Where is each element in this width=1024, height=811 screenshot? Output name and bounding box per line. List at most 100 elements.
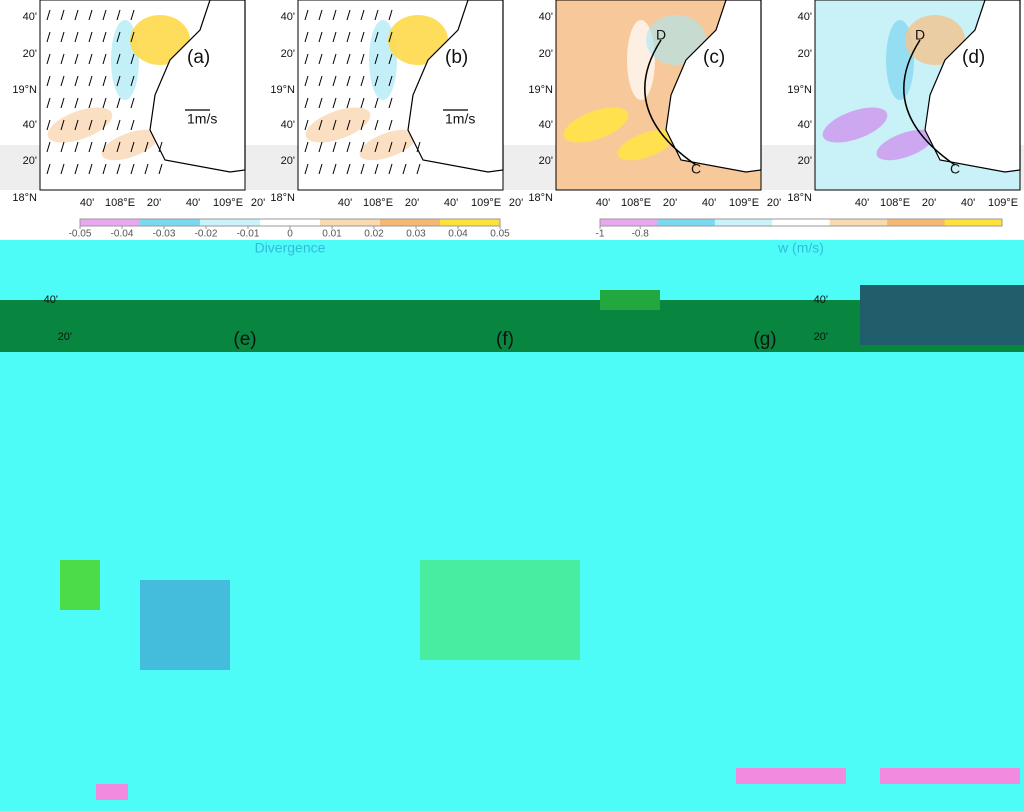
colorbar-tick-label: 0	[287, 229, 293, 240]
frame	[39, 0, 246, 191]
wind-vector	[304, 163, 309, 175]
x-axis-label: 108°E	[363, 197, 393, 209]
wind-vector	[318, 141, 323, 153]
wind-vector	[360, 31, 365, 43]
colorbar-tick-label: -0.8	[632, 229, 650, 240]
wind-vector	[102, 75, 107, 87]
wind-vector	[116, 9, 121, 21]
field-blob	[47, 107, 113, 143]
colorbar-tick-label: -0.02	[195, 229, 218, 240]
x-axis-label: 20'	[405, 197, 419, 209]
wind-vector	[144, 163, 149, 175]
wind-vector	[374, 97, 379, 109]
section-line	[644, 39, 697, 166]
wind-vector	[388, 97, 393, 109]
scale-label: 1m/s	[445, 111, 475, 127]
y-axis-label: 20'	[798, 48, 812, 60]
y-axis-label: 40'	[281, 119, 295, 131]
y-axis-label: 20'	[539, 48, 553, 60]
wind-vector	[116, 97, 121, 109]
y-axis-label: 18°N	[528, 192, 553, 204]
x-axis-label: 20'	[922, 197, 936, 209]
wind-vector	[416, 163, 421, 175]
wind-vector	[346, 119, 351, 131]
wind-vector	[46, 53, 51, 65]
wind-vector	[74, 53, 79, 65]
wind-vector	[158, 141, 163, 153]
wind-vector	[46, 31, 51, 43]
wind-vector	[374, 163, 379, 175]
lower-map-strip	[0, 300, 1024, 352]
wind-vector	[360, 97, 365, 109]
wind-vector	[88, 9, 93, 21]
lower-map-dark	[860, 285, 1024, 345]
wind-vector	[346, 53, 351, 65]
wind-vector	[374, 141, 379, 153]
wind-vector	[402, 141, 407, 153]
field-blob	[305, 107, 371, 143]
wind-vector	[74, 9, 79, 21]
wind-vector	[332, 53, 337, 65]
wind-vector	[388, 9, 393, 21]
wind-vector	[374, 75, 379, 87]
colorbar-segment	[887, 219, 946, 226]
x-axis-label: 108°E	[880, 197, 910, 209]
wind-vector	[332, 141, 337, 153]
y-axis-label: 40'	[814, 294, 828, 306]
wind-vector	[332, 119, 337, 131]
wind-vector	[332, 75, 337, 87]
noise-patch	[880, 768, 1020, 784]
wind-vector	[88, 163, 93, 175]
colorbar-segment	[772, 219, 831, 226]
wind-vector	[388, 163, 393, 175]
wind-vector	[374, 53, 379, 65]
wind-vector	[46, 141, 51, 153]
wind-vector	[360, 163, 365, 175]
wind-vector	[60, 75, 65, 87]
wind-vector	[60, 97, 65, 109]
colorbar-tick-label: -0.05	[69, 229, 92, 240]
wind-vector	[88, 97, 93, 109]
colorbar-title: Divergence	[255, 240, 326, 256]
wind-vector	[88, 141, 93, 153]
wind-vector	[318, 53, 323, 65]
wind-vector	[144, 141, 149, 153]
noise-patch	[96, 784, 128, 800]
wind-vector	[60, 163, 65, 175]
wind-vector	[346, 9, 351, 21]
colorbar-segment	[200, 219, 261, 226]
x-axis-label: 109°E	[471, 197, 501, 209]
wind-vector	[60, 119, 65, 131]
map-panel: 1m/s (a) 40' 20' 19°N 40' 20' 18°N 40' 108°E 20' 40…	[12, 0, 265, 209]
wind-vector	[332, 97, 337, 109]
x-axis-label: 108°E	[105, 197, 135, 209]
wind-vector	[102, 97, 107, 109]
y-axis-label: 20'	[281, 155, 295, 167]
wind-vector	[388, 119, 393, 131]
wind-vector	[130, 75, 135, 87]
colorbar-title: w (m/s)	[777, 240, 824, 256]
field-blob	[359, 129, 417, 161]
wind-vector	[46, 97, 51, 109]
y-axis-label: 40'	[23, 119, 37, 131]
y-axis-label: 40'	[44, 294, 58, 306]
panel-label: (g)	[753, 329, 776, 350]
y-axis-label: 18°N	[787, 192, 812, 204]
y-axis-label: 19°N	[528, 84, 553, 96]
wind-vector	[318, 119, 323, 131]
map-panel: D C (c) 40' 20' 19°N 40' 20' 18°N 40' 108°E 20' 40' 1…	[528, 0, 781, 209]
x-axis-label: 40'	[80, 197, 94, 209]
wind-vector	[304, 97, 309, 109]
wind-vector	[360, 75, 365, 87]
wind-vector	[388, 31, 393, 43]
x-axis-label: 20'	[663, 197, 677, 209]
colorbar-tick-label: 0.03	[406, 229, 426, 240]
frame	[297, 0, 504, 191]
y-axis-label: 20'	[539, 155, 553, 167]
x-axis-label: 108°E	[621, 197, 651, 209]
y-axis-label: 20'	[23, 48, 37, 60]
field-blob	[563, 107, 629, 143]
colorbar-tick-label: -0.04	[111, 229, 134, 240]
wind-vector	[74, 163, 79, 175]
